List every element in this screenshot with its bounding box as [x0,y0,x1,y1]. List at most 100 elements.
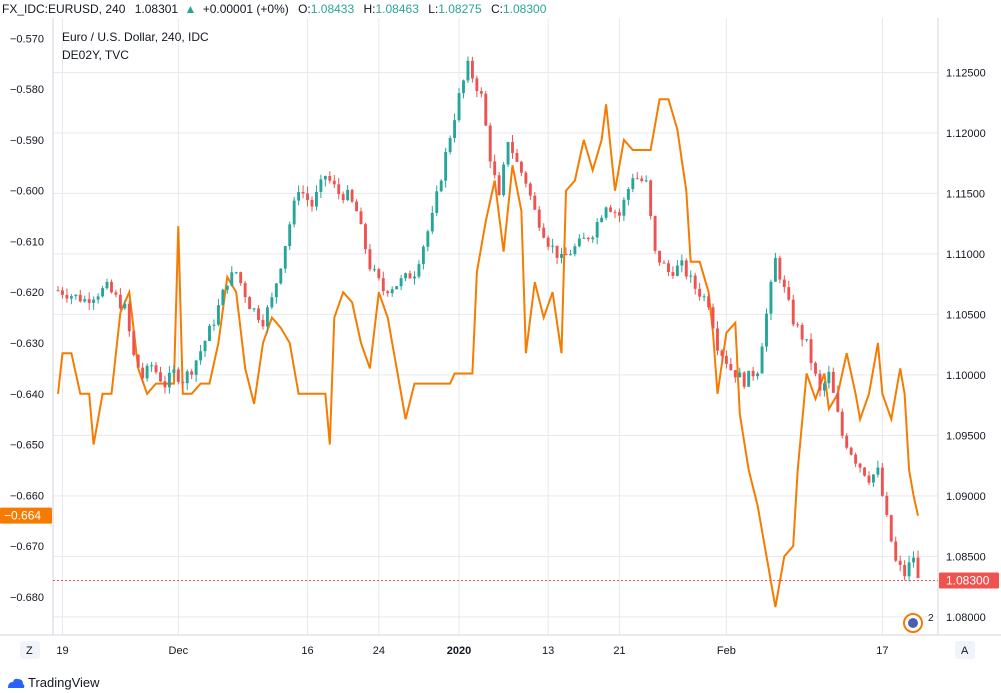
candle-body [707,296,711,308]
left-tick-label: −0.630 [10,338,44,350]
candle-body [586,237,590,240]
time-tick-label: Dec [169,645,189,657]
candle-body [132,331,136,355]
candle-body [435,191,439,213]
brand-name[interactable]: TradingView [28,675,100,690]
left-tick-label: −0.640 [10,389,44,401]
candle-body [515,152,519,162]
candle-body [876,467,880,475]
candle-body [265,307,269,327]
left-tick-label: −0.660 [10,490,44,502]
candle-body [724,355,728,364]
candle-body [809,339,813,364]
candle-body [613,211,617,213]
right-tick-label: 1.12500 [946,67,986,79]
candle-body [528,183,532,196]
candle-body [306,193,309,200]
candle-body [176,369,180,382]
candle-body [78,294,82,302]
right-tick-label: 1.09500 [946,430,986,442]
candle-body [417,264,421,277]
candle-body [301,191,305,194]
candle-body [292,200,296,225]
candle-body [827,371,831,384]
open-value: 1.08433 [310,2,355,16]
candle-body [69,296,73,299]
candle-body [604,207,608,218]
time-tick-label: 19 [56,645,68,657]
candle-body [564,253,568,256]
candle-body [502,164,506,196]
candle-body [488,125,492,162]
candle-body [546,237,550,247]
candle-body [582,237,586,239]
candle-body [101,288,105,297]
candle-body [390,289,394,294]
candle-body [479,91,483,94]
candle-body [252,308,256,310]
candle-body [87,299,91,303]
candle-body [105,281,109,289]
left-tick-label: −0.580 [10,84,44,96]
candle-body [693,275,697,289]
events-icon[interactable]: 2 [903,613,934,633]
candle-body [208,325,211,341]
candle-body [444,151,448,181]
candle-body [644,180,648,182]
open-label: O: [298,2,311,16]
candle-body [123,303,127,309]
candle-body [372,269,376,271]
candle-body [346,189,350,201]
candle-body [831,371,835,393]
candle-body [181,381,185,384]
high-label: H: [363,2,376,16]
candle-body [760,346,764,374]
close-label: C: [490,2,503,16]
candle-body [83,299,87,302]
low-value: 1.08275 [438,2,482,16]
left-tick-label: −0.590 [10,135,44,147]
a-button[interactable]: A [955,641,975,659]
candle-body [323,175,327,180]
de02y-series [57,98,919,608]
price-chart[interactable]: −0.570 −0.580 −0.590 −0.600 −0.610 −0.620 −0.6… [0,18,1001,673]
left-axis-ticks: −0.570 −0.580 −0.590 −0.600 −0.610 −0.620 −0.6… [10,33,44,604]
legend-main: Euro / U.S. Dollar, 240, IDC [62,30,209,44]
candle-body [742,372,746,387]
candle-body [738,372,742,378]
candle-body [649,180,653,217]
candle-body [395,286,399,290]
candle-body [609,207,612,212]
candle-body [439,180,443,192]
candle-body [769,281,773,314]
symbol-title[interactable]: FX_IDC:EURUSD, 240 [2,2,126,16]
price-change: +0.00001 (+0%) [202,2,289,16]
left-tick-label: −0.680 [10,592,44,604]
candle-body [716,328,719,351]
candle-body [537,209,541,228]
candle-body [511,142,514,153]
candle-body [635,178,639,180]
z-button[interactable]: Z [20,641,40,659]
candle-body [814,363,817,374]
candle-body [618,212,621,216]
candle-body [800,324,804,340]
candle-body [782,279,786,288]
candle-body [221,289,225,306]
candle-body [199,351,203,361]
plot-area[interactable] [53,18,938,635]
candle-body [778,257,782,280]
candle-body [194,360,198,375]
candle-body [216,305,220,325]
candle-body [702,296,706,298]
candle-body [381,278,385,292]
candle-body [314,191,318,207]
candle-body [408,273,412,279]
candle-body [796,324,800,326]
candle-body [364,224,367,250]
candle-body [729,363,733,371]
candle-body [675,265,679,276]
left-current-value: −0.664 [4,509,41,523]
time-tick-label: Feb [717,645,736,657]
left-tick-label: −0.600 [10,186,44,198]
